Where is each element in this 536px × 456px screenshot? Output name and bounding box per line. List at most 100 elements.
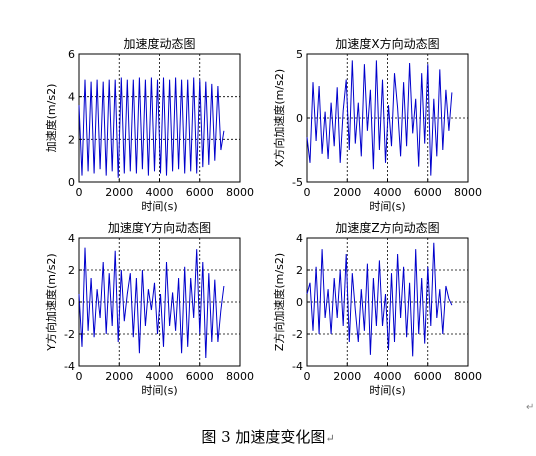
data-point-x <box>400 156 401 157</box>
data-point-x <box>328 158 329 159</box>
x-tick-label: 4000 <box>146 370 174 383</box>
data-point-y <box>142 269 143 270</box>
data-point-z <box>343 325 344 326</box>
data-point-magnitude <box>112 171 113 172</box>
paragraph-mark: ↵ <box>325 432 335 445</box>
data-point-magnitude <box>78 105 79 106</box>
data-point-y <box>103 261 104 262</box>
data-point-y <box>172 292 173 293</box>
data-point-magnitude <box>133 79 134 80</box>
data-point-z <box>427 266 428 267</box>
caption-text: 图 3 加速度变化图 <box>201 428 326 446</box>
y-tick-label: 4 <box>296 232 303 245</box>
data-point-magnitude <box>127 79 128 80</box>
data-point-x <box>430 175 431 176</box>
data-point-x <box>445 89 446 90</box>
data-point-z <box>412 356 413 357</box>
data-point-x <box>436 156 437 157</box>
data-point-x <box>367 130 368 131</box>
data-point-z <box>337 317 338 318</box>
data-point-x <box>394 73 395 74</box>
data-point-magnitude <box>172 171 173 172</box>
data-point-magnitude <box>139 77 140 78</box>
data-point-z <box>397 253 398 254</box>
data-point-magnitude <box>220 149 221 150</box>
data-point-z <box>349 341 350 342</box>
data-point-y <box>163 346 164 347</box>
data-point-z <box>415 249 416 250</box>
data-point-magnitude <box>124 173 125 174</box>
data-point-z <box>439 289 440 290</box>
data-point-y <box>78 293 79 294</box>
data-point-x <box>379 149 380 150</box>
data-point-x <box>403 82 404 83</box>
data-point-z <box>367 263 368 264</box>
data-point-y <box>214 279 215 280</box>
data-point-x <box>397 107 398 108</box>
data-point-z <box>436 317 437 318</box>
data-point-z <box>394 341 395 342</box>
x-axis-label-x: 时间(s) <box>369 200 405 213</box>
data-point-y <box>84 247 85 248</box>
x-tick-label: 4000 <box>146 186 174 199</box>
data-point-magnitude <box>196 173 197 174</box>
data-point-x <box>433 98 434 99</box>
data-point-x <box>340 162 341 163</box>
data-point-y <box>211 341 212 342</box>
data-point-y <box>166 261 167 262</box>
x-tick-label: 6000 <box>414 186 442 199</box>
data-point-x <box>442 149 443 150</box>
data-point-z <box>433 242 434 243</box>
data-point-magnitude <box>163 77 164 78</box>
data-point-magnitude <box>193 77 194 78</box>
data-point-y <box>190 277 191 278</box>
data-point-x <box>361 156 362 157</box>
series-line-y <box>78 247 225 359</box>
y-tick-label: -4 <box>64 360 75 373</box>
data-point-y <box>136 277 137 278</box>
x-tick-label: 8000 <box>454 370 482 383</box>
x-axis-label-z: 时间(s) <box>369 384 405 397</box>
data-point-magnitude <box>217 85 218 86</box>
x-tick-label: 8000 <box>226 186 254 199</box>
data-point-z <box>352 273 353 274</box>
data-point-magnitude <box>208 164 209 165</box>
data-point-magnitude <box>160 173 161 174</box>
data-point-z <box>325 317 326 318</box>
data-point-x <box>376 60 377 61</box>
data-point-magnitude <box>81 175 82 176</box>
data-point-x <box>406 146 407 147</box>
data-point-x <box>312 82 313 83</box>
data-point-y <box>169 325 170 326</box>
data-point-magnitude <box>88 171 89 172</box>
data-point-z <box>406 337 407 338</box>
data-point-z <box>382 325 383 326</box>
x-tick-label: 0 <box>76 186 83 199</box>
data-point-x <box>415 98 416 99</box>
x-tick-label: 6000 <box>414 370 442 383</box>
data-point-z <box>334 277 335 278</box>
data-point-z <box>388 349 389 350</box>
data-point-z <box>451 305 452 306</box>
data-point-magnitude <box>199 79 200 80</box>
data-point-y <box>130 273 131 274</box>
data-point-x <box>382 79 383 80</box>
data-point-y <box>193 317 194 318</box>
data-point-z <box>316 266 317 267</box>
data-point-x <box>322 153 323 154</box>
data-point-z <box>385 293 386 294</box>
data-point-y <box>187 346 188 347</box>
data-point-x <box>409 62 410 63</box>
data-point-y <box>196 249 197 250</box>
x-tick-label: 2000 <box>105 370 133 383</box>
data-point-z <box>331 333 332 334</box>
data-point-z <box>355 309 356 310</box>
data-point-magnitude <box>154 171 155 172</box>
data-point-y <box>175 330 176 331</box>
data-point-magnitude <box>184 173 185 174</box>
data-point-y <box>118 341 119 342</box>
data-point-z <box>379 260 380 261</box>
data-point-x <box>373 169 374 170</box>
data-point-x <box>319 85 320 86</box>
y-tick-label: 0 <box>68 296 75 309</box>
